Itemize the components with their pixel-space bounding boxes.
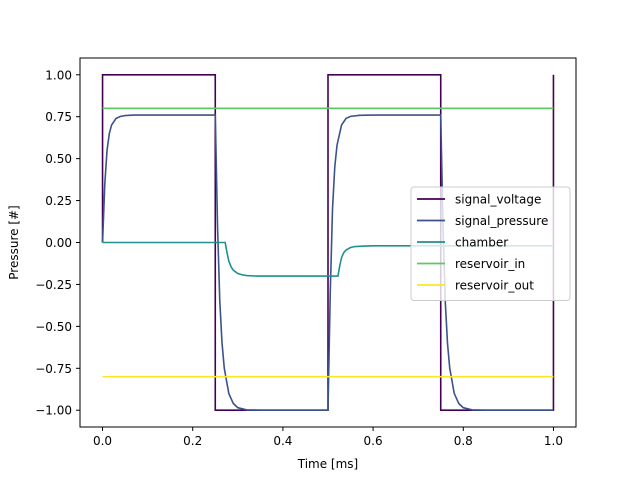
legend-label-chamber: chamber (455, 236, 508, 250)
legend-label-signal_voltage: signal_voltage (455, 193, 541, 207)
x-tick-label: 0.2 (183, 434, 202, 448)
y-tick-label: 1.00 (45, 68, 72, 82)
series-line-chamber (102, 241, 554, 277)
x-tick-label: 0.0 (93, 434, 112, 448)
x-tick-label: 0.6 (364, 434, 383, 448)
x-tick-label: 0.8 (454, 434, 473, 448)
legend-box (410, 186, 571, 301)
y-tick-label: −0.25 (35, 278, 72, 292)
x-tick-label: 0.4 (273, 434, 292, 448)
y-tick-label: −1.00 (35, 404, 72, 418)
y-tick-label: −0.50 (35, 320, 72, 334)
x-axis: 0.0 0.2 0.4 0.6 0.8 1.0 (93, 427, 563, 448)
legend-label-reservoir_in: reservoir_in (455, 257, 525, 271)
legend-label-signal_pressure: signal_pressure (455, 214, 548, 228)
y-tick-label: 0.25 (45, 194, 72, 208)
y-tick-label: 0.50 (45, 152, 72, 166)
y-axis: −1.00 −0.75 −0.50 −0.25 0.00 0.25 0.50 0.75 1.00 (35, 68, 80, 418)
series-line-signal_pressure (101, 114, 554, 412)
y-tick-label: −0.75 (35, 362, 72, 376)
y-tick-label: 0.00 (45, 236, 72, 250)
x-tick-label: 1.0 (544, 434, 563, 448)
x-axis-label: Time [ms] (297, 457, 359, 471)
y-axis-label: Pressure [#] (7, 205, 21, 279)
plot-lines (101, 73, 555, 412)
legend-label-reservoir_out: reservoir_out (455, 279, 534, 293)
y-tick-label: 0.75 (45, 110, 72, 124)
